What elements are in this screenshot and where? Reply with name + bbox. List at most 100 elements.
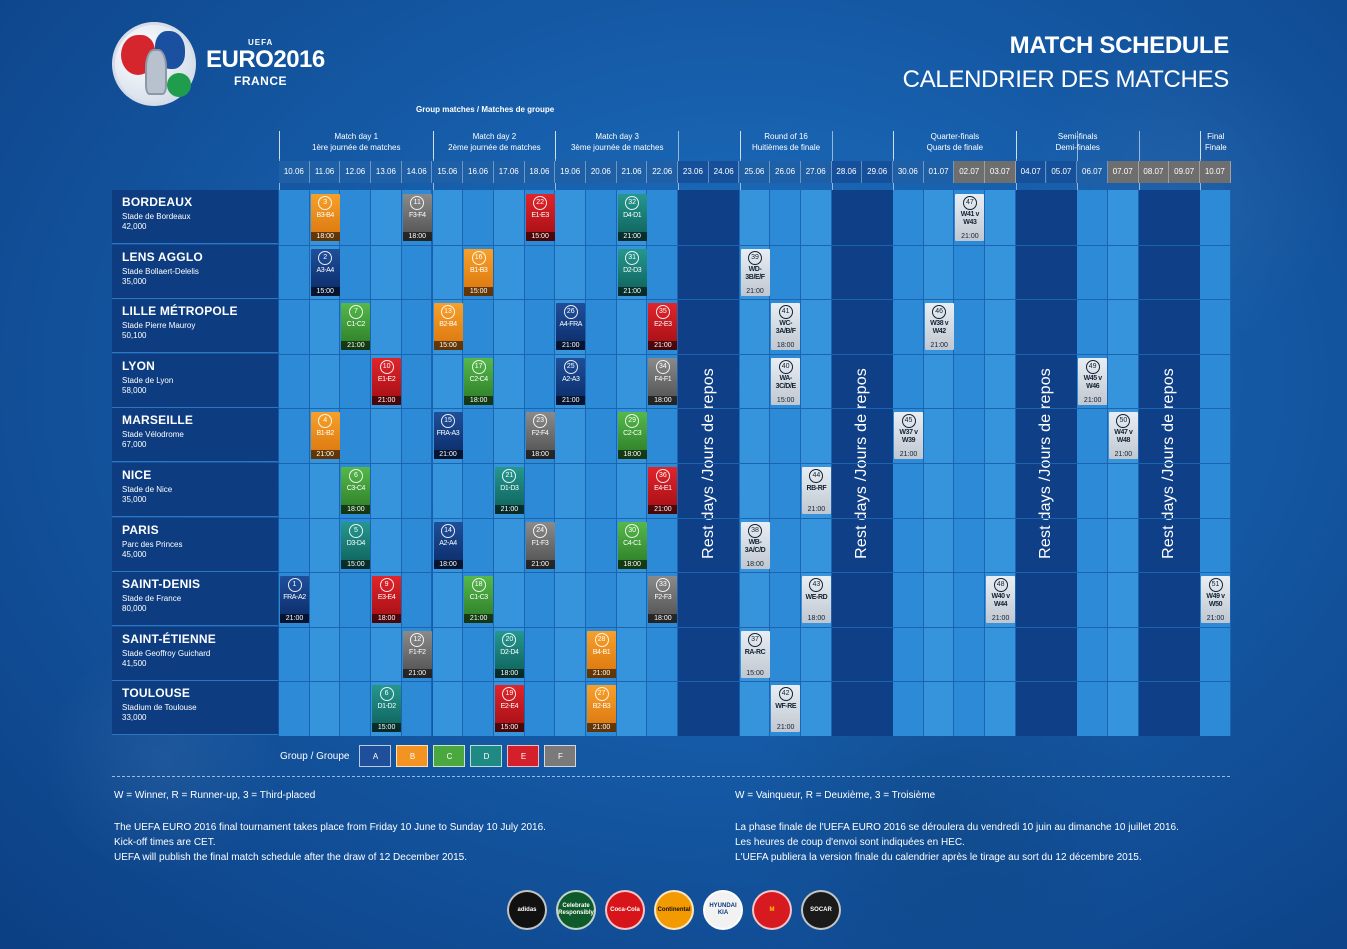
match-card[interactable]: 48 W40 v W44 21:00 (986, 576, 1016, 624)
match-time: 21:00 (341, 341, 371, 351)
match-card[interactable]: 42 WF-RE 21:00 (771, 685, 801, 733)
match-card[interactable]: 23 F2-F4 18:00 (525, 412, 555, 460)
date-header-cell: 15.06 (432, 161, 464, 183)
match-teams: W41 v W43 (960, 211, 980, 226)
match-time: 21:00 (402, 668, 432, 678)
venue-stadium: Stade Geoffroy Guichard (122, 648, 211, 658)
match-teams: B1-B2 (316, 430, 334, 438)
match-card[interactable]: 46 W38 v W42 21:00 (924, 303, 954, 351)
match-number: 11 (410, 196, 425, 210)
row-divider (279, 572, 1231, 574)
match-card[interactable]: 30 C4-C1 18:00 (617, 521, 647, 569)
legend-label: Group / Groupe (280, 750, 350, 762)
match-number: 32 (625, 196, 640, 210)
match-card[interactable]: 20 D2-D4 18:00 (494, 630, 524, 678)
match-teams: FRA-A3 (436, 430, 460, 438)
match-card[interactable]: 26 A4-FRA 21:00 (556, 303, 586, 351)
match-card[interactable]: 1 FRA-A2 21:00 (280, 576, 309, 624)
match-number: 12 (410, 632, 425, 647)
logo-emblem (112, 22, 196, 106)
match-number: 29 (625, 414, 640, 429)
match-card[interactable]: 19 E2-E4 15:00 (494, 685, 524, 733)
match-card[interactable]: 50 W47 v W48 21:00 (1108, 412, 1138, 460)
date-header-cell: 08.07 (1138, 161, 1170, 183)
match-number: 37 (748, 632, 762, 647)
match-number: 1 (287, 578, 302, 593)
match-card[interactable]: 2 A3-A4 15:00 (310, 248, 340, 296)
match-card[interactable]: 47 W41 v W43 21:00 (955, 194, 985, 241)
match-time: 15:00 (310, 286, 340, 296)
match-card[interactable]: 24 F1-F3 21:00 (525, 521, 555, 569)
column-divider (1077, 131, 1079, 190)
match-card[interactable]: 44 RB-RF 21:00 (801, 467, 831, 514)
match-card[interactable]: 6 C3-C4 18:00 (341, 467, 371, 514)
match-time: 15:00 (494, 723, 524, 733)
column-divider (555, 131, 557, 190)
venue-name: TOULOUSE (122, 686, 191, 701)
match-number: 5 (348, 523, 363, 538)
match-time: 21:00 (899, 451, 918, 459)
match-card[interactable]: 39 WD-3B/E/F 21:00 (740, 248, 770, 296)
match-teams: F4-F1 (654, 375, 672, 383)
match-teams: WE-RD (805, 594, 828, 602)
match-card[interactable]: 12 F1-F2 21:00 (402, 630, 432, 678)
match-card[interactable]: 11 F3-F4 18:00 (402, 194, 432, 241)
match-teams: C1-C3 (469, 594, 489, 602)
euro2016-logo: UEFA EURO2016 FRANCE (112, 22, 342, 112)
match-card[interactable]: 17 C2-C4 18:00 (464, 357, 494, 405)
match-card[interactable]: 40 WA-3C/D/E 15:00 (771, 357, 801, 405)
match-card[interactable]: 45 W37 v W39 21:00 (894, 412, 923, 460)
venue-capacity: 80,000 (122, 604, 147, 614)
match-card[interactable]: 37 RA-RC 15:00 (740, 630, 770, 678)
match-card[interactable]: 4 B1-B2 21:00 (310, 412, 340, 460)
match-card[interactable]: 28 B4-B1 21:00 (587, 630, 616, 678)
match-card[interactable]: 15 FRA-A3 21:00 (433, 412, 463, 460)
match-time: 21:00 (433, 450, 463, 460)
match-card[interactable]: 31 D2-D3 21:00 (617, 248, 647, 296)
match-card[interactable]: 29 C2-C3 18:00 (617, 412, 647, 460)
match-card[interactable]: 36 E4-E1 21:00 (648, 467, 678, 514)
match-card[interactable]: 22 E1-E3 15:00 (525, 194, 555, 241)
match-card[interactable]: 16 B1-B3 15:00 (464, 248, 494, 296)
match-card[interactable]: 25 A2-A3 21:00 (556, 357, 586, 405)
match-teams: D3-D4 (346, 539, 366, 547)
match-card[interactable]: 43 WE-RD 18:00 (801, 576, 831, 624)
date-header-cell: 27.06 (800, 161, 832, 183)
match-teams: E2-E3 (654, 321, 672, 329)
match-card[interactable]: 32 D4-D1 21:00 (617, 194, 647, 241)
match-card[interactable]: 33 F2-F3 18:00 (648, 576, 678, 624)
match-time: 21:00 (280, 614, 309, 624)
match-card[interactable]: 7 C1-C2 21:00 (341, 303, 371, 351)
match-card[interactable]: 10 E1-E2 21:00 (372, 357, 402, 405)
match-card[interactable]: 13 B2-B4 15:00 (433, 303, 463, 351)
venue-capacity: 45,000 (122, 549, 147, 559)
match-number: 49 (1085, 359, 1100, 374)
row-divider (279, 408, 1231, 410)
notes-en: The UEFA EURO 2016 final tournament take… (114, 820, 546, 865)
match-card[interactable]: 9 E3-E4 18:00 (372, 576, 402, 624)
match-card[interactable]: 34 F4-F1 18:00 (648, 357, 678, 405)
sponsor-logo: Celebrate Responsibly (556, 890, 596, 930)
match-number: 30 (625, 523, 640, 538)
match-card[interactable]: 35 E2-E3 21:00 (648, 303, 678, 351)
match-card[interactable]: 21 D1-D3 21:00 (494, 467, 524, 514)
match-card[interactable]: 38 WB-3A/C/D 18:00 (740, 521, 770, 569)
match-card[interactable]: 5 D3-D4 15:00 (341, 521, 371, 569)
venue-name: MARSEILLE (122, 413, 194, 428)
match-card[interactable]: 51 W49 v W50 21:00 (1201, 576, 1230, 624)
date-header-cell: 12.06 (340, 161, 372, 183)
match-card[interactable]: 14 A2-A4 18:00 (433, 521, 463, 569)
column-divider (678, 131, 680, 190)
match-time: 15:00 (525, 232, 555, 241)
match-card[interactable]: 41 WC-3A/B/F 18:00 (771, 303, 801, 351)
match-card[interactable]: 6 D1-D2 15:00 (372, 685, 402, 733)
match-card[interactable]: 18 C1-C3 21:00 (464, 576, 494, 624)
match-teams: W45 v W46 (1083, 374, 1103, 390)
match-card[interactable]: 3 B3-B4 18:00 (310, 194, 340, 241)
stage-label: Match day 1 1ère journée de matches (279, 131, 433, 159)
venue-row-toulouse: TOULOUSE Stadium de Toulouse 33,000 (112, 681, 278, 736)
match-card[interactable]: 27 B2-B3 21:00 (587, 685, 616, 733)
match-teams: W49 v W50 (1206, 593, 1225, 609)
match-card[interactable]: 49 W45 v W46 21:00 (1078, 357, 1108, 405)
match-time: 21:00 (807, 506, 826, 513)
